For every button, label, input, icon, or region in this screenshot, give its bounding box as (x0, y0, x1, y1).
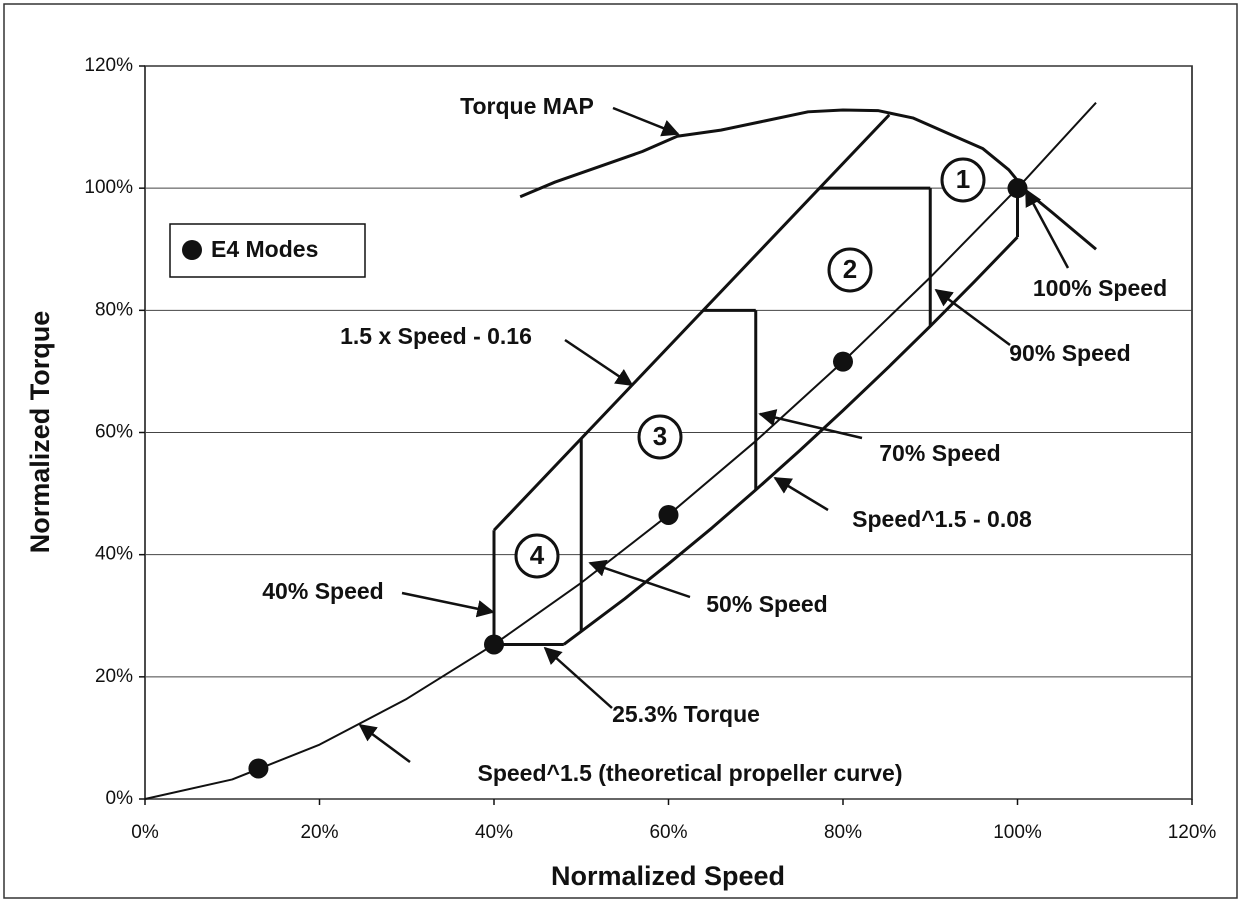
annotation: 40% Speed (262, 578, 383, 604)
annotation-arrow (401, 591, 495, 618)
annotation: 1.5 x Speed - 0.16 (340, 323, 532, 349)
region-label: 4 (530, 540, 545, 570)
annotation-arrow (773, 476, 829, 512)
y-tick-label: 60% (95, 422, 133, 443)
legend: E4 Modes (169, 223, 366, 278)
x-tick-label: 60% (649, 822, 687, 843)
plot (144, 101, 1097, 800)
region-label: 1 (956, 164, 970, 194)
annotation-arrow (612, 106, 680, 137)
region-circle (514, 533, 560, 579)
annotation: 70% Speed (879, 440, 1000, 466)
point (658, 504, 679, 525)
frame (3, 3, 1238, 899)
annotation: 100% Speed (1033, 275, 1167, 301)
annotation-arrow (358, 723, 411, 764)
legend-box (169, 223, 366, 278)
y-tick-label: 0% (106, 788, 134, 809)
y-tick-label: 20% (95, 666, 133, 687)
x-tick-label: 100% (993, 822, 1042, 843)
annotation-arrow (1024, 188, 1070, 269)
annotation-arrow (588, 559, 691, 599)
x-tick-label: 120% (1168, 822, 1217, 843)
x-tick-label: 40% (475, 822, 513, 843)
y-tick-label: 40% (95, 544, 133, 565)
annotation: 90% Speed (1009, 340, 1130, 366)
annotation-arrow (564, 338, 634, 387)
x-tick-label: 20% (300, 822, 338, 843)
annotation: Speed^1.5 - 0.08 (852, 506, 1032, 532)
annotation: 25.3% Torque (612, 701, 760, 727)
point (248, 758, 269, 779)
point (1007, 178, 1028, 199)
annotation: 50% Speed (706, 591, 827, 617)
region-circle (827, 247, 873, 293)
point (833, 351, 853, 372)
point (484, 634, 504, 655)
region-circle (637, 414, 683, 460)
annotation-arrow (758, 409, 863, 440)
x-axis-title: Normalized Speed (551, 861, 785, 891)
region-label: 3 (653, 421, 667, 451)
y-tick-label: 100% (84, 177, 133, 198)
legend-label: E4 Modes (211, 236, 318, 262)
line (519, 108, 1097, 251)
region-circle (940, 157, 986, 203)
y-tick-label: 120% (84, 55, 133, 76)
legend-marker (182, 240, 202, 260)
y-axis-title: Normalized Torque (25, 311, 55, 554)
annotation: Torque MAP (460, 93, 594, 119)
line (562, 235, 1019, 646)
annotation: Speed^1.5 (theoretical propeller curve) (477, 760, 902, 786)
y-tick-label: 80% (95, 299, 133, 320)
region-label: 2 (843, 254, 857, 284)
x-tick-label: 0% (131, 822, 159, 843)
annotation-arrow (934, 288, 1011, 347)
overlay: E4 Modes Torque MAP 100% Speed 90% Speed 1.5… (169, 93, 1167, 786)
line (144, 101, 1097, 800)
x-tick-label: 80% (824, 822, 862, 843)
annotation-arrow (543, 646, 613, 709)
line (492, 113, 891, 532)
